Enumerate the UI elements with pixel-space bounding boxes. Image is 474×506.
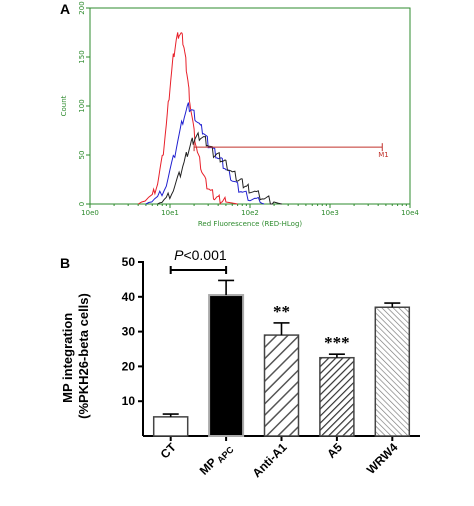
p-value-label: P<0.001	[174, 247, 227, 263]
category-label-mp: MPAPC	[197, 440, 236, 479]
significance-marker: **	[273, 302, 290, 321]
gate-label: M1	[378, 151, 389, 159]
bar-chart-y-axis-label-line2: (%PKH26-beta cells)	[76, 293, 91, 419]
histogram-ticks: 10e0 10e1 10e2 10e3 10e4 0 50 100 150 200	[78, 1, 419, 217]
category-label-a5: A5	[324, 440, 345, 461]
bar-a5	[319, 356, 355, 437]
histogram-x-tick-label: 10e4	[401, 209, 419, 217]
histogram-x-tick-label: 10e3	[321, 209, 339, 217]
histogram-y-tick-label: 100	[78, 99, 86, 112]
bar-chart-y-tick-label: 50	[122, 255, 136, 269]
bar-mp	[208, 294, 245, 437]
histogram-x-tick-label: 10e2	[241, 209, 259, 217]
histogram-y-tick-label: 200	[78, 1, 86, 14]
bar-chart-y-tick-label: 30	[122, 325, 136, 339]
bar-chart-axes: 10 20 30 40 50	[122, 255, 420, 441]
histogram-series	[137, 32, 282, 205]
histogram-series-red	[137, 32, 238, 205]
bar-chart-y-axis-label: MP integration (%PKH26-beta cells)	[60, 293, 91, 419]
significance-marker: ***	[324, 333, 350, 352]
bar-anti-a1	[263, 334, 300, 437]
histogram-gate-m1: M1	[193, 143, 389, 159]
histogram-series-black	[157, 131, 282, 205]
bar-chart-category-labels: CT MPAPC Anti-A1 A5 WRW4	[158, 440, 401, 481]
category-label-ct: CT	[158, 440, 180, 462]
histogram-x-tick-label: 10e1	[161, 209, 179, 217]
histogram-series-blue	[145, 102, 265, 205]
histogram-y-tick-label: 0	[78, 202, 86, 206]
panel-a-label: A	[60, 1, 70, 17]
bar-chart-significance: *****	[273, 302, 350, 352]
histogram-x-tick-label: 10e0	[81, 209, 99, 217]
histogram-y-axis-label: Count	[60, 95, 68, 116]
bar-chart-y-axis-label-line1: MP integration	[60, 313, 75, 403]
bar-chart-y-tick-label: 20	[122, 359, 136, 373]
bar-chart-bars	[152, 279, 411, 437]
bar-chart-y-tick-label: 40	[122, 290, 136, 304]
bar-chart-y-tick-label: 10	[122, 394, 136, 408]
histogram-y-tick-label: 50	[78, 151, 86, 160]
histogram-x-axis-label: Red Fluorescence (RED-HLog)	[198, 220, 303, 228]
category-label-wrw4: WRW4	[364, 440, 401, 477]
bar-wrw4	[374, 306, 411, 437]
histogram-y-tick-label: 150	[78, 50, 86, 63]
panel-a-histogram: 10e0 10e1 10e2 10e3 10e4 0 50 100 150 200 M1 Red …	[60, 1, 419, 228]
panel-b-label: B	[60, 255, 70, 271]
category-label-anti-a1: Anti-A1	[250, 440, 290, 480]
bar-ct	[152, 416, 189, 437]
histogram-plot-frame	[89, 7, 411, 205]
p-value-bracket: P<0.001	[169, 247, 228, 274]
